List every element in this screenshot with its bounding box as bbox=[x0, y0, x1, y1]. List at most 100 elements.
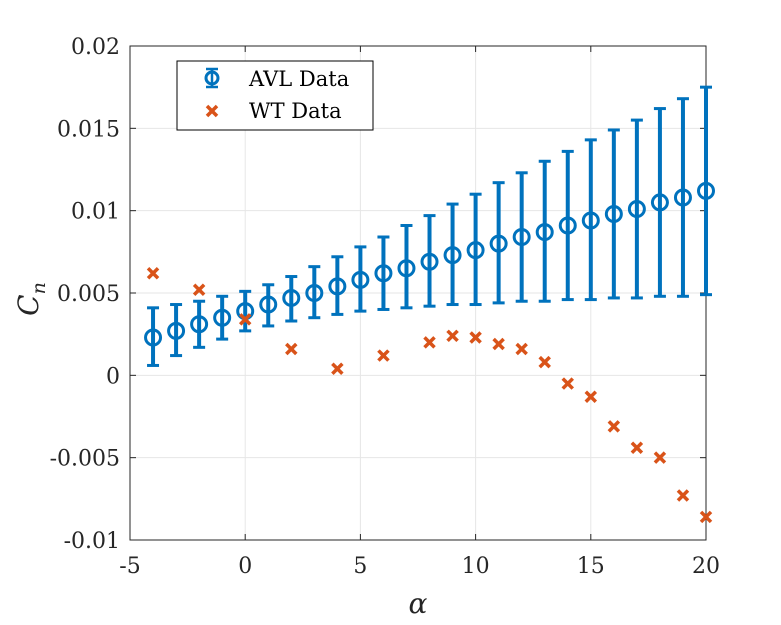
avl-point bbox=[374, 235, 393, 311]
legend: AVL Data WT Data bbox=[176, 60, 374, 131]
x-tick-label: 10 bbox=[462, 554, 490, 579]
y-tick-label: -0.005 bbox=[50, 447, 120, 472]
series-avl-data bbox=[144, 85, 715, 367]
wt-marker-stroke-b bbox=[607, 420, 621, 433]
wt-marker bbox=[676, 489, 690, 502]
y-tick-label: 0.01 bbox=[71, 200, 120, 225]
wt-marker bbox=[446, 329, 459, 343]
avl-point bbox=[397, 223, 416, 310]
legend-label-wt: WT Data bbox=[249, 99, 342, 123]
wt-marker-stroke-b bbox=[377, 349, 390, 362]
avl-marker bbox=[374, 264, 393, 283]
wt-marker bbox=[377, 349, 390, 362]
avl-marker bbox=[443, 246, 462, 265]
y-tick-label: 0.005 bbox=[57, 282, 120, 307]
wt-marker bbox=[423, 336, 436, 349]
wt-marker-stroke-b bbox=[446, 329, 459, 343]
legend-label-avl: AVL Data bbox=[248, 67, 349, 91]
avl-point bbox=[673, 97, 692, 298]
avl-marker bbox=[581, 211, 600, 230]
avl-point bbox=[466, 192, 485, 307]
avl-point bbox=[512, 171, 531, 303]
avl-marker bbox=[512, 228, 531, 247]
x-tick-label: 15 bbox=[577, 554, 605, 579]
wt-marker bbox=[515, 342, 528, 356]
wt-marker-stroke-b bbox=[699, 510, 713, 524]
y-tick-label: 0.015 bbox=[57, 117, 120, 142]
wt-marker-stroke-b bbox=[630, 441, 644, 455]
avl-point bbox=[259, 283, 278, 328]
wt-marker bbox=[699, 510, 713, 524]
avl-marker bbox=[558, 216, 577, 235]
wt-marker-stroke-b bbox=[492, 337, 505, 351]
avl-point bbox=[650, 107, 669, 298]
wt-marker bbox=[238, 313, 252, 326]
wt-marker bbox=[469, 331, 482, 344]
series-wt-data bbox=[146, 267, 713, 524]
wt-marker bbox=[285, 342, 298, 356]
avl-point bbox=[420, 214, 439, 308]
avl-marker bbox=[627, 200, 646, 219]
wt-marker bbox=[630, 441, 644, 455]
avl-point bbox=[558, 149, 577, 302]
avl-point bbox=[443, 202, 462, 307]
wt-marker-stroke-b bbox=[238, 313, 252, 326]
wt-marker bbox=[653, 451, 667, 464]
wt-marker bbox=[607, 420, 621, 433]
avl-marker bbox=[397, 259, 416, 278]
avl-marker bbox=[650, 193, 669, 212]
legend-marker-wt bbox=[205, 104, 219, 118]
wt-marker bbox=[584, 390, 598, 403]
avl-marker bbox=[604, 204, 623, 223]
x-tick-label: 20 bbox=[692, 554, 720, 579]
x-tick-label: 5 bbox=[353, 554, 367, 579]
avl-point bbox=[697, 85, 715, 297]
avl-marker bbox=[420, 252, 439, 271]
wt-marker-stroke-b bbox=[676, 489, 690, 502]
avl-marker bbox=[282, 288, 301, 307]
avl-point bbox=[305, 265, 324, 320]
avl-marker bbox=[535, 223, 554, 242]
avl-point bbox=[282, 275, 301, 323]
avl-point bbox=[213, 294, 232, 341]
y-tick-label: 0.02 bbox=[71, 35, 120, 60]
y-axis-label-sub: n bbox=[28, 282, 50, 294]
avl-marker bbox=[328, 277, 347, 296]
avl-marker bbox=[259, 295, 278, 314]
avl-point bbox=[328, 255, 347, 316]
legend-marker-avl bbox=[204, 67, 220, 89]
x-axis-label: α bbox=[409, 587, 428, 620]
avl-point bbox=[604, 128, 623, 300]
x-tick-label: -5 bbox=[119, 554, 140, 579]
wt-marker-stroke-b bbox=[331, 362, 344, 375]
wt-marker bbox=[192, 283, 206, 296]
avl-marker bbox=[466, 241, 485, 260]
wt-marker-stroke-b bbox=[192, 283, 206, 296]
avl-marker bbox=[351, 270, 370, 289]
wt-marker-stroke-b bbox=[538, 355, 551, 369]
y-tick-label: 0 bbox=[106, 364, 120, 389]
y-axis-label-main: C bbox=[12, 294, 45, 315]
wt-marker-stroke-b bbox=[423, 336, 436, 349]
avl-marker bbox=[213, 308, 232, 327]
wt-marker-stroke-b bbox=[584, 390, 598, 403]
avl-point bbox=[535, 159, 554, 303]
x-tick-label: 0 bbox=[238, 554, 252, 579]
avl-point bbox=[489, 181, 508, 305]
wt-marker-stroke-b bbox=[653, 451, 667, 464]
wt-marker-stroke-b bbox=[469, 331, 482, 344]
wt-marker bbox=[492, 337, 505, 351]
wt-marker bbox=[331, 362, 344, 375]
avl-marker bbox=[305, 284, 324, 302]
avl-marker bbox=[489, 234, 508, 253]
wt-marker-stroke-b bbox=[561, 377, 574, 390]
avl-marker bbox=[697, 181, 715, 200]
avl-point bbox=[144, 306, 163, 367]
wt-marker-stroke-b bbox=[285, 342, 298, 356]
wt-marker-stroke-b bbox=[146, 267, 160, 280]
avl-point bbox=[351, 245, 370, 313]
y-axis-label: Cn bbox=[12, 282, 50, 316]
wt-marker bbox=[146, 267, 160, 280]
avl-point bbox=[627, 118, 646, 300]
